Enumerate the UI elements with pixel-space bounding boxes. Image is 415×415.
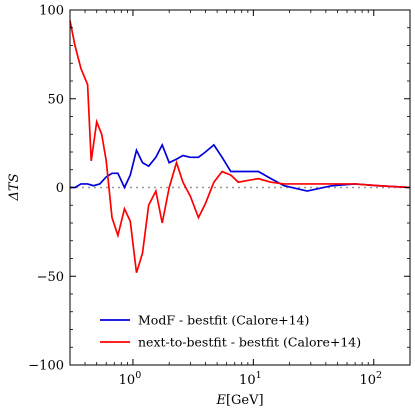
x-axis-label-variable: E bbox=[215, 393, 226, 408]
legend: ModF - bestfit (Calore+14) next-to-bestfi… bbox=[100, 313, 361, 350]
y-tick-label: 100 bbox=[39, 4, 64, 19]
series-line-1 bbox=[69, 20, 411, 273]
x-tick-label: 100 bbox=[119, 370, 142, 388]
series-line-0 bbox=[70, 142, 411, 192]
y-tick-label: 0 bbox=[56, 181, 64, 196]
y-tick-label: 50 bbox=[47, 92, 64, 107]
legend-label-1: next-to-bestfit - bestfit (Calore+14) bbox=[138, 335, 361, 350]
x-tick-label: 102 bbox=[359, 370, 382, 388]
legend-label-0: ModF - bestfit (Calore+14) bbox=[138, 313, 309, 328]
y-tick-label: −100 bbox=[28, 359, 64, 374]
y-axis-label: ΔTS bbox=[7, 173, 22, 201]
x-axis-label-unit: [GeV] bbox=[226, 393, 264, 408]
x-axis-label: E[GeV] bbox=[215, 393, 263, 408]
x-tick-label: 101 bbox=[239, 370, 262, 388]
y-tick-label: −50 bbox=[37, 270, 64, 285]
